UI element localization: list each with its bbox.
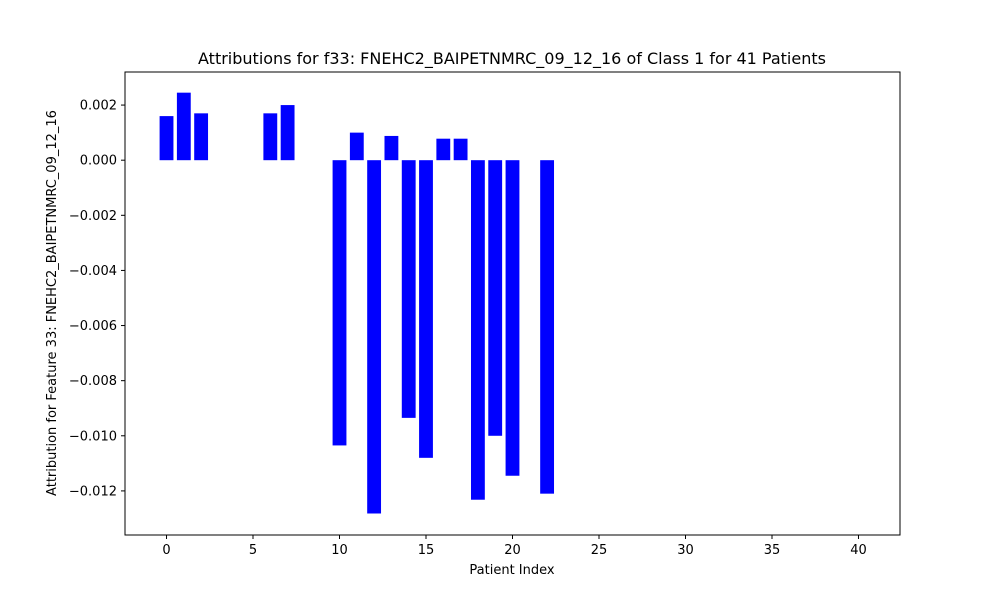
x-tick-label: 5: [249, 543, 257, 558]
bar-patient-13: [384, 135, 399, 161]
bar-patient-6: [263, 113, 278, 161]
y-tick-label: −0.006: [69, 319, 117, 334]
bar-patient-11: [349, 132, 364, 161]
x-tick-label: 10: [331, 543, 348, 558]
x-tick-label: 35: [764, 543, 781, 558]
y-tick-label: −0.004: [69, 264, 117, 279]
bar-patient-2: [194, 113, 209, 161]
x-axis-ticks: 0 5 10 15 20 25 30 35 40: [162, 535, 867, 558]
bar-patient-16: [436, 138, 451, 161]
x-tick-label: 25: [591, 543, 608, 558]
y-axis-label: Attribution for Feature 33: FNEHC2_BAIPE…: [45, 110, 60, 496]
bar-patient-19: [488, 160, 503, 436]
y-tick-label: −0.008: [69, 374, 117, 389]
y-tick-label: −0.002: [69, 209, 117, 224]
x-tick-label: 0: [162, 543, 170, 558]
y-tick-label: 0.000: [80, 154, 117, 169]
x-tick-label: 15: [418, 543, 435, 558]
bar-patient-12: [367, 160, 382, 514]
bar-patient-17: [453, 138, 468, 161]
bar-patient-18: [470, 160, 485, 500]
bar-patient-0: [159, 116, 174, 161]
bar-patient-22: [540, 160, 555, 494]
y-tick-label: −0.012: [69, 484, 117, 499]
x-axis-label: Patient Index: [469, 563, 554, 578]
plot-frame: [124, 71, 901, 536]
bars-group: [159, 92, 555, 514]
bar-patient-15: [419, 160, 433, 458]
y-tick-label: 0.002: [80, 99, 117, 114]
x-tick-label: 20: [504, 543, 521, 558]
bar-patient-7: [280, 105, 295, 161]
y-tick-label: −0.010: [69, 429, 117, 444]
x-tick-label: 40: [850, 543, 867, 558]
bar-patient-1: [176, 92, 191, 161]
y-axis-ticks: 0.002 0.000 −0.002 −0.004 −0.006 −0.008 −0.010…: [69, 99, 125, 499]
bar-patient-10: [332, 160, 347, 446]
chart-title: Attributions for f33: FNEHC2_BAIPETNMRC_…: [198, 49, 826, 69]
x-tick-label: 30: [677, 543, 694, 558]
bar-patient-14: [401, 160, 416, 418]
bar-patient-20: [505, 160, 520, 476]
